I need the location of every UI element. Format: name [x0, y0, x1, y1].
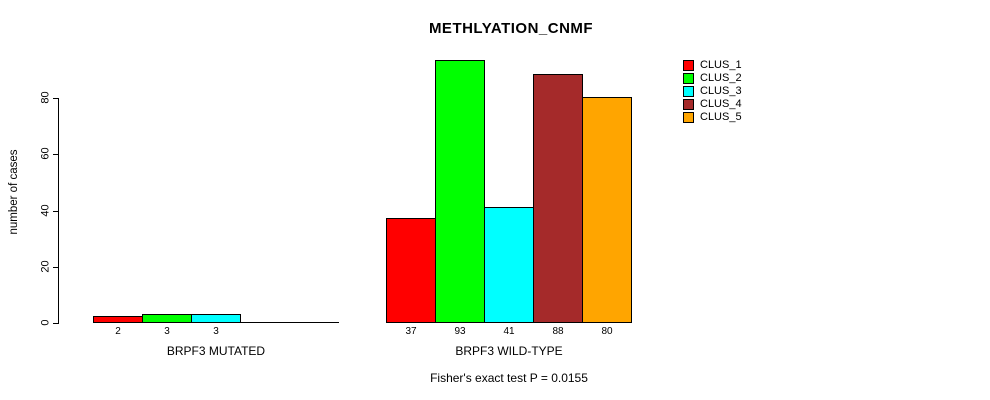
legend-label: CLUS_3	[700, 85, 742, 97]
chart-title: METHLYATION_CNMF	[428, 20, 594, 37]
legend-label: CLUS_4	[700, 98, 742, 110]
bar-value-label: 88	[552, 326, 564, 337]
bar-clus_2-mutated	[142, 314, 192, 323]
y-axis-line	[58, 98, 59, 324]
bar-value-label: 2	[115, 326, 121, 337]
bar-clus_1-mutated	[93, 316, 143, 323]
y-tick-mark	[53, 323, 58, 324]
group-label-wild-type: BRPF3 WILD-TYPE	[455, 344, 563, 358]
legend-label: CLUS_5	[700, 111, 742, 123]
bar-clus_2-wild-type	[435, 60, 485, 323]
bar-value-label: 3	[164, 326, 170, 337]
legend-swatch-clus_5	[683, 112, 694, 123]
bar-clus_5-wild-type	[582, 97, 632, 323]
bar-clus_3-mutated	[191, 314, 241, 323]
y-tick-mark	[53, 267, 58, 268]
bar-value-label: 37	[405, 326, 417, 337]
bar-clus_3-wild-type	[484, 207, 534, 323]
bar-value-label: 41	[503, 326, 515, 337]
legend-swatch-clus_1	[683, 60, 694, 71]
bar-value-label: 93	[454, 326, 466, 337]
y-tick-mark	[53, 154, 58, 155]
y-axis-title: number of cases	[8, 149, 20, 235]
legend-swatch-clus_4	[683, 99, 694, 110]
legend-label: CLUS_1	[700, 59, 742, 71]
y-tick-mark	[53, 98, 58, 99]
legend-swatch-clus_2	[683, 73, 694, 84]
y-tick-label: 0	[39, 319, 52, 326]
y-tick-label: 40	[39, 204, 52, 217]
y-tick-label: 20	[39, 260, 52, 273]
bar-value-label: 3	[213, 326, 219, 337]
y-tick-label: 80	[39, 91, 52, 104]
y-tick-mark	[53, 211, 58, 212]
bar-value-label: 80	[601, 326, 613, 337]
y-tick-label: 60	[39, 147, 52, 160]
fisher-test-caption: Fisher's exact test P = 0.0155	[430, 371, 588, 385]
legend-label: CLUS_2	[700, 72, 742, 84]
group-label-mutated: BRPF3 MUTATED	[166, 344, 266, 358]
bar-clus_4-wild-type	[533, 74, 583, 323]
legend-swatch-clus_3	[683, 86, 694, 97]
bar-clus_1-wild-type	[386, 218, 436, 323]
